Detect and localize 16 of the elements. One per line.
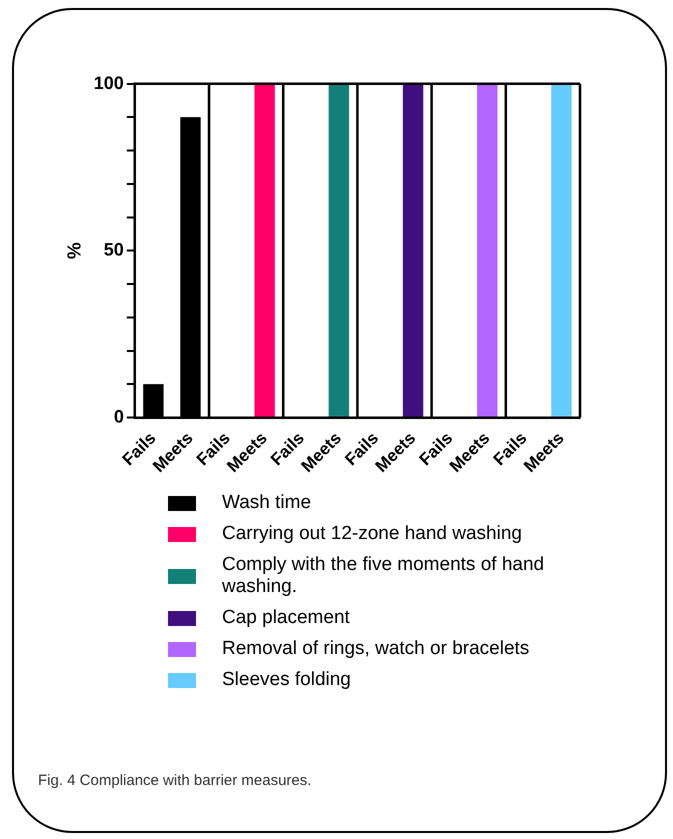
bar — [254, 84, 275, 417]
legend-label: Removal of rings, watch or bracelets — [222, 638, 530, 660]
y-tick-label: 0 — [114, 406, 124, 426]
caption: Fig. 4 Compliance with barrier measures. — [38, 772, 312, 789]
legend-label: Comply with the five moments of hand washing. — [222, 554, 546, 598]
bar — [551, 84, 572, 417]
bar — [328, 84, 350, 417]
y-tick-label: 50 — [104, 240, 124, 260]
legend-label: Sleeves folding — [222, 669, 351, 691]
y-axis-title: % — [64, 242, 86, 260]
legend-label: Wash time — [222, 492, 312, 514]
legend-label: Carrying out 12-zone hand washing — [222, 523, 522, 545]
legend-label: Cap placement — [222, 607, 350, 629]
bar — [402, 84, 424, 417]
bar — [477, 84, 498, 417]
y-tick-label: 100 — [94, 72, 124, 93]
